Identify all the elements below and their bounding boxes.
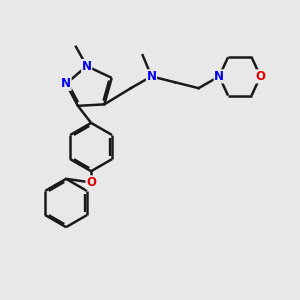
Text: O: O — [255, 70, 266, 83]
Text: N: N — [61, 77, 71, 90]
Text: N: N — [146, 70, 157, 83]
Text: O: O — [86, 176, 96, 189]
Text: N: N — [214, 70, 224, 83]
Text: N: N — [82, 60, 92, 73]
